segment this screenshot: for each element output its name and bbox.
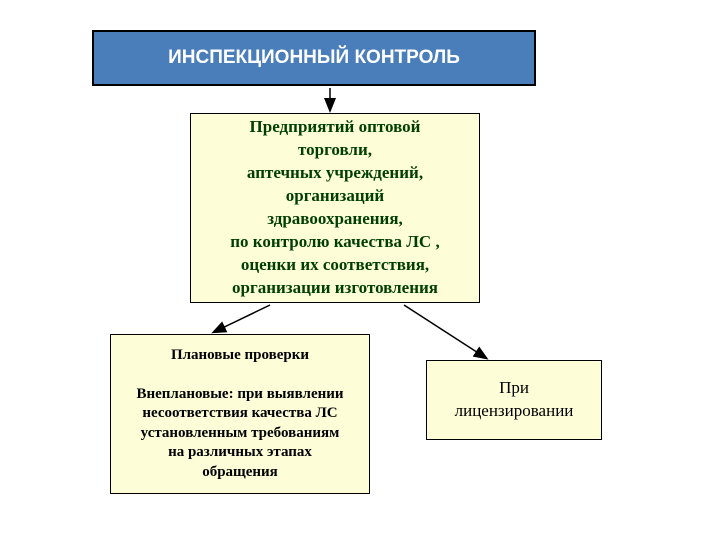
box-line: Внеплановые: при выявлении (136, 385, 343, 405)
header-box: ИНСПЕКЦИОННЫЙ КОНТРОЛЬ (92, 30, 536, 86)
box-line: обращения (202, 463, 278, 483)
box-line: на различных этапах (168, 443, 312, 463)
left-box: Плановые проверки Внеплановые: при выявл… (110, 334, 370, 494)
box-line: Плановые проверки (171, 346, 309, 366)
arrow (404, 305, 486, 358)
box-line: Предприятий оптовой (250, 116, 421, 139)
box-line: лицензировании (455, 400, 574, 423)
box-line: несоответствия качества ЛС (142, 404, 337, 424)
arrow (214, 305, 270, 332)
box-line: организации изготовления (232, 277, 438, 300)
box-line: При (499, 377, 529, 400)
box-line: оценки их соответствия, (241, 254, 429, 277)
right-box: Прилицензировании (426, 360, 602, 440)
box-line: аптечных учреждений, (247, 162, 423, 185)
middle-box: Предприятий оптовойторговли,аптечных учр… (190, 113, 480, 303)
box-line (238, 365, 242, 385)
box-line: здравоохранения, (267, 208, 403, 231)
box-line: торговли, (298, 139, 372, 162)
box-line: по контролю качества ЛС , (230, 231, 439, 254)
box-line: установленным требованиям (141, 424, 340, 444)
header-text: ИНСПЕКЦИОННЫЙ КОНТРОЛЬ (168, 47, 460, 69)
box-line: организаций (286, 185, 384, 208)
